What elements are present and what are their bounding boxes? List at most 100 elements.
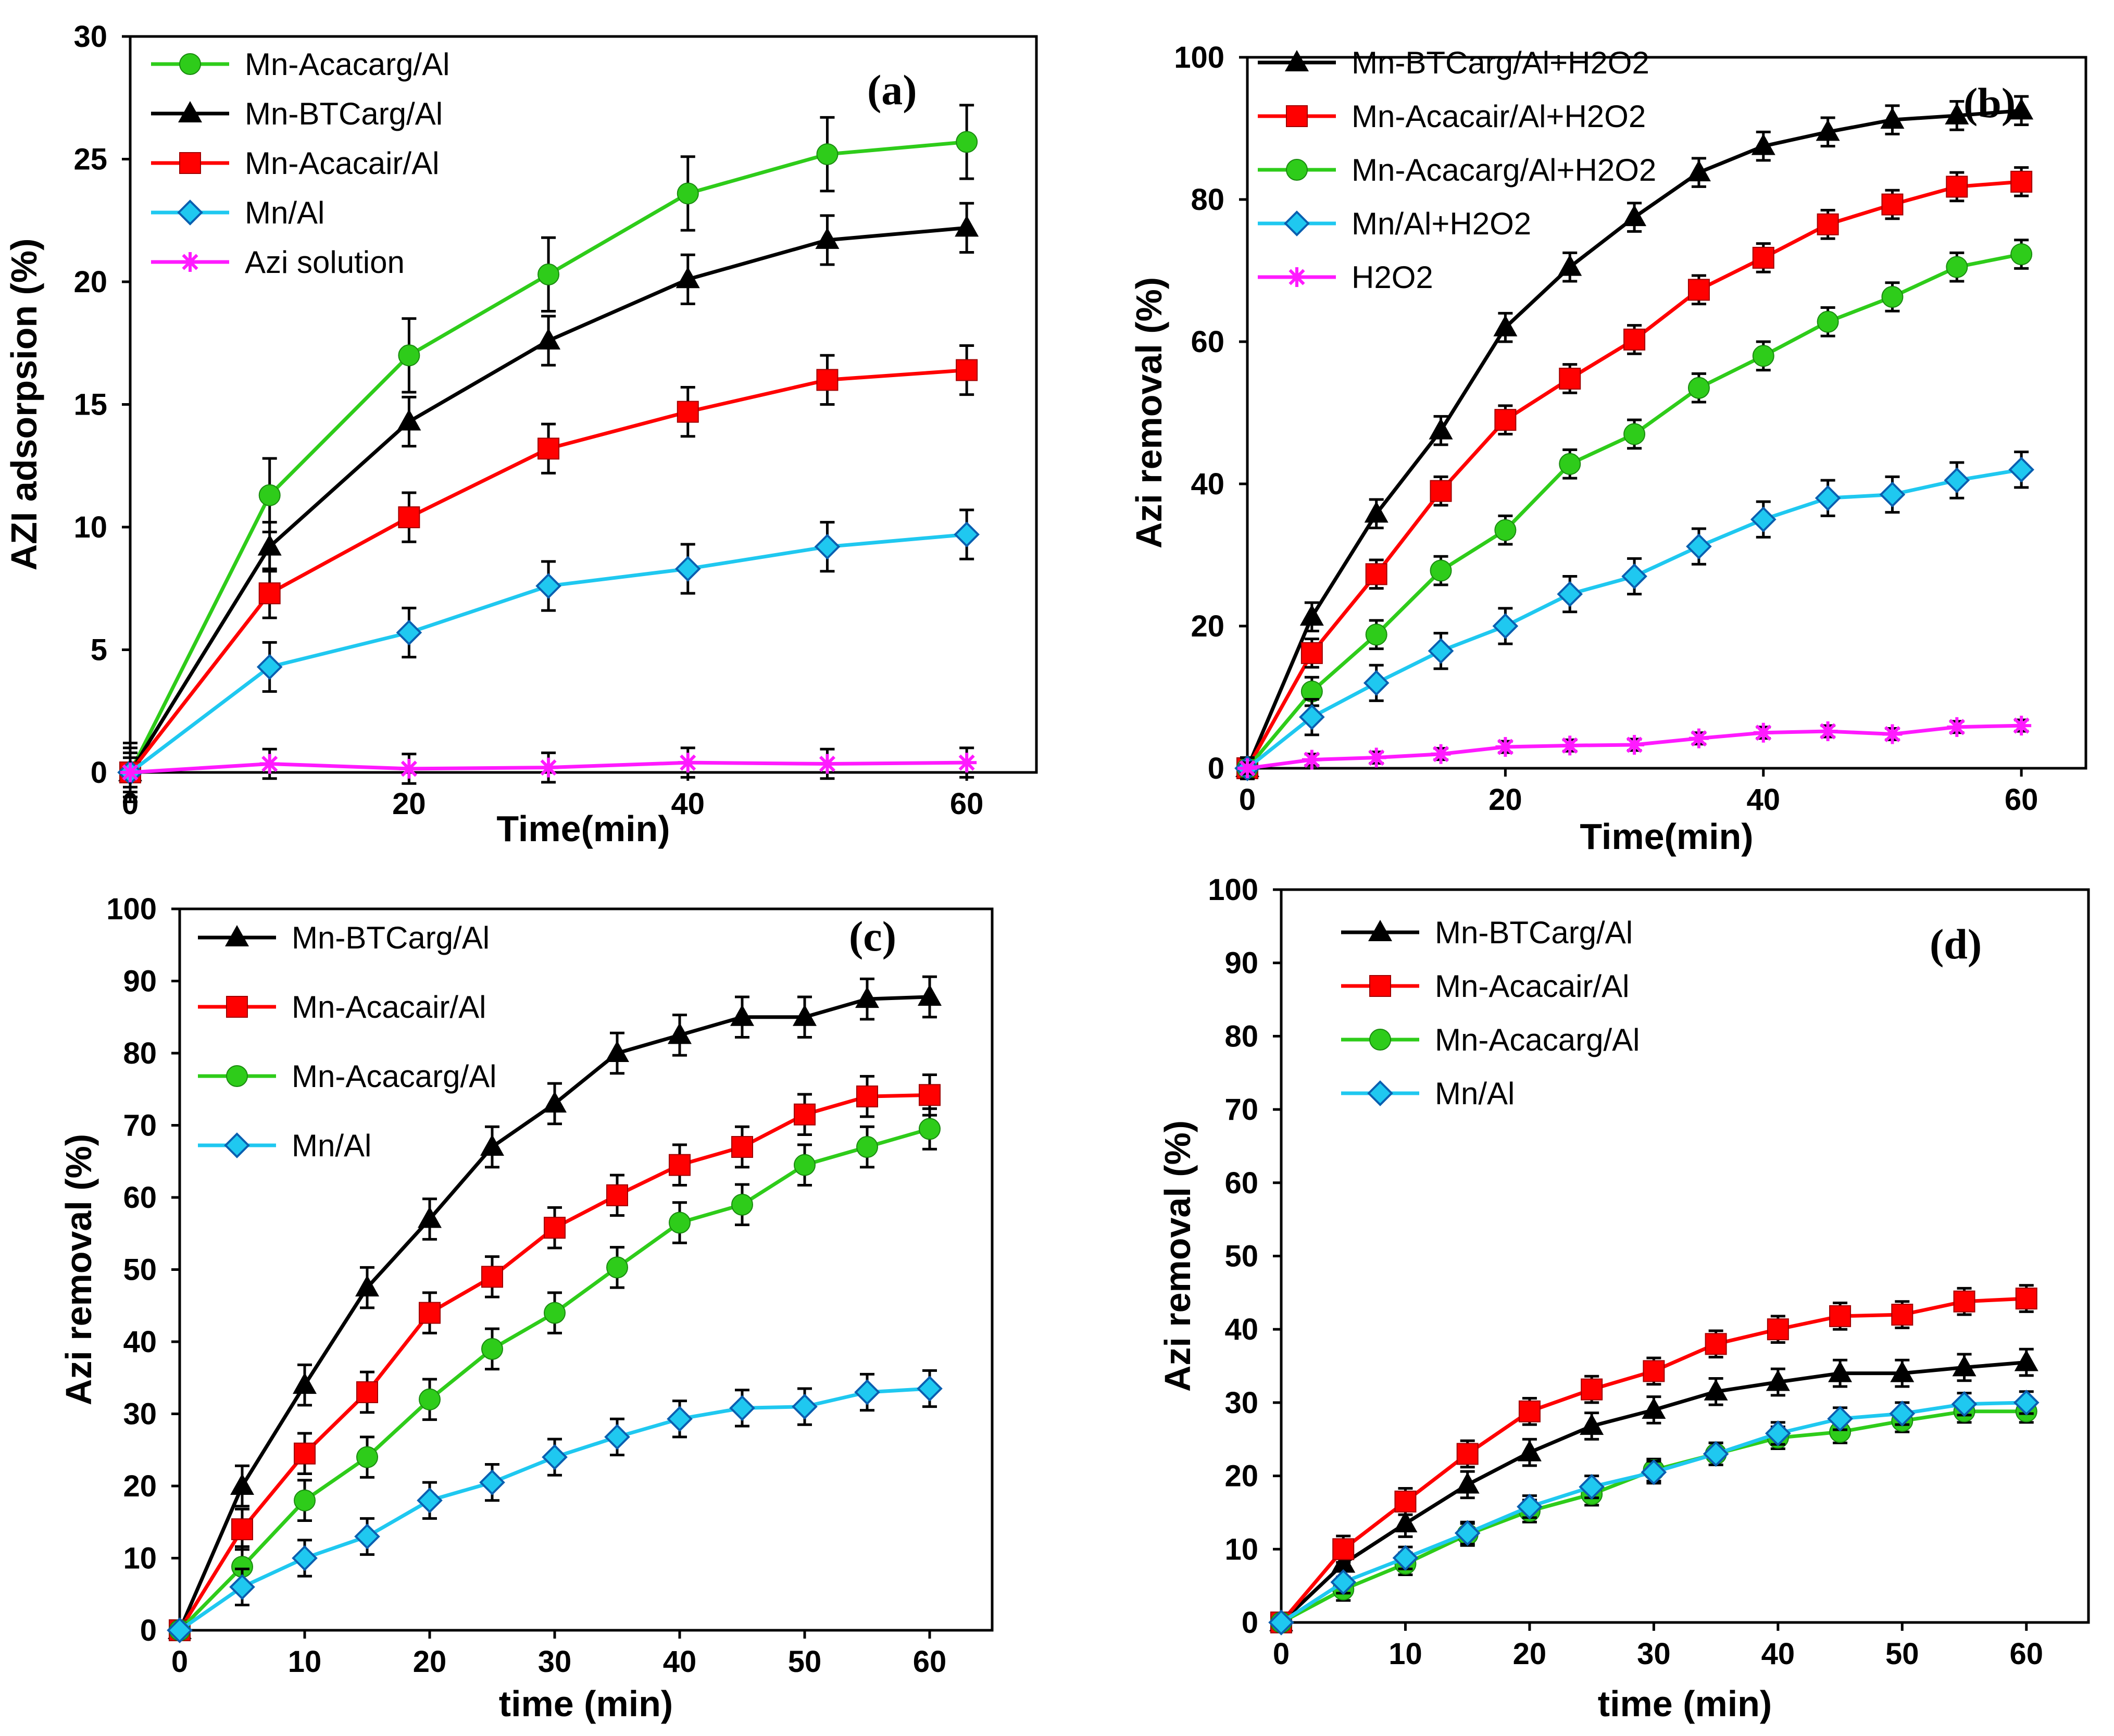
data-point	[257, 534, 282, 556]
data-point	[1332, 1538, 1355, 1560]
data-point	[479, 1469, 505, 1495]
legend-marker	[226, 996, 248, 1018]
data-point	[1299, 604, 1324, 626]
y-tick-label: 80	[123, 1036, 157, 1070]
data-point	[167, 1617, 193, 1643]
legend-marker	[1287, 267, 1307, 287]
panel-label: (a)	[867, 66, 917, 114]
data-point	[1891, 1304, 1913, 1326]
data-point	[854, 1379, 880, 1405]
legend-entry: Mn-BTCarg/Al	[198, 920, 490, 955]
y-tick-label: 20	[123, 1469, 157, 1503]
legend-entry: Mn-Acacair/Al+H2O2	[1258, 99, 1646, 134]
data-point	[669, 1154, 691, 1176]
data-point	[535, 573, 561, 599]
data-point	[537, 263, 560, 285]
series-mn-btcarg-al	[1269, 1347, 2038, 1631]
legend-entry: Mn-BTCarg/Al	[1341, 915, 1633, 950]
y-tick-label: 30	[123, 1397, 157, 1431]
x-tick-label: 40	[1747, 783, 1781, 817]
data-point	[1889, 1401, 1916, 1427]
series-line	[178, 1127, 930, 1632]
x-tick-label: 20	[392, 787, 426, 821]
data-point	[1429, 418, 1453, 440]
data-point	[2010, 170, 2033, 193]
panel-c: 0 10 20 30 40 50 60 70 80 90 100 0 10 20 30 40 50 60 time …	[58, 892, 994, 1724]
panel-label: (c)	[849, 913, 896, 960]
data-point	[292, 1545, 318, 1571]
legend-marker	[226, 1065, 248, 1087]
legend-marker	[1285, 50, 1309, 71]
legend-entry: H2O2	[1258, 260, 1433, 295]
data-point	[544, 1302, 566, 1324]
legend-label: Mn-Acacair/Al	[292, 990, 486, 1025]
y-tick-label: 90	[123, 965, 157, 998]
data-point	[955, 215, 979, 237]
legend-marker	[1286, 105, 1308, 127]
legend-label: H2O2	[1352, 260, 1433, 295]
y-tick-label: 20	[73, 265, 107, 299]
data-point	[1687, 279, 1710, 301]
legend-entry: Mn-Acacarg/Al+H2O2	[1258, 153, 1656, 188]
data-point	[419, 1302, 441, 1324]
series-line	[179, 1387, 930, 1632]
x-tick-label: 50	[788, 1645, 822, 1679]
data-point	[2011, 716, 2032, 736]
data-point	[2014, 1350, 2038, 1371]
y-axis-title: AZI adsorpsion (%)	[4, 239, 44, 571]
data-point	[918, 984, 942, 1006]
data-point	[917, 1376, 943, 1402]
legend-marker	[179, 152, 201, 174]
x-tick-label: 20	[413, 1645, 447, 1679]
data-point	[1704, 1379, 1728, 1401]
y-tick-label: 10	[73, 510, 107, 544]
data-point	[1559, 367, 1581, 390]
x-tick-label: 0	[1273, 1637, 1290, 1671]
y-tick-label: 20	[1191, 609, 1224, 643]
x-tick-label: 40	[663, 1645, 697, 1679]
data-point	[398, 344, 420, 367]
data-point	[418, 1206, 442, 1228]
legend-label: Mn-Acacair/Al	[1435, 969, 1629, 1004]
data-point	[1945, 103, 1969, 124]
legend-entry: Mn/Al	[198, 1128, 371, 1163]
data-point	[1430, 559, 1452, 582]
data-point	[544, 1217, 566, 1239]
data-point	[1557, 581, 1583, 607]
data-point	[1493, 315, 1518, 336]
data-point	[417, 1487, 443, 1514]
legend-label: Mn-Acacair/Al+H2O2	[1352, 99, 1646, 134]
data-point	[1392, 1545, 1419, 1571]
y-tick-label: 40	[1224, 1313, 1258, 1346]
data-point	[674, 556, 701, 582]
panel-label: (d)	[1930, 920, 1982, 968]
data-point	[539, 757, 559, 778]
plot-frame	[1246, 56, 2087, 770]
data-point	[1642, 1397, 1666, 1419]
data-point	[667, 1406, 693, 1432]
data-point	[480, 1134, 504, 1156]
x-tick-label: 60	[2010, 1637, 2044, 1671]
data-point	[1394, 1490, 1417, 1513]
data-point	[678, 753, 698, 773]
legend-marker	[1369, 1029, 1391, 1051]
data-point	[1517, 1493, 1543, 1520]
x-tick-label: 30	[1637, 1637, 1671, 1671]
data-point	[1622, 205, 1647, 227]
data-point	[1428, 638, 1454, 664]
data-point	[1767, 1318, 1789, 1341]
legend-marker	[225, 925, 249, 946]
plot-frame	[1280, 888, 2090, 1624]
data-point	[856, 1085, 878, 1108]
y-tick-label: 0	[91, 756, 107, 790]
y-tick-label: 50	[1224, 1240, 1258, 1273]
data-point	[954, 521, 980, 547]
data-point	[794, 1103, 816, 1126]
y-axis-title: Azi removal (%)	[1157, 1120, 1198, 1392]
y-tick-label: 10	[123, 1542, 157, 1576]
data-point	[256, 654, 283, 680]
data-point	[669, 1212, 691, 1234]
data-point	[1688, 728, 1709, 748]
y-tick-label: 0	[1208, 752, 1224, 785]
